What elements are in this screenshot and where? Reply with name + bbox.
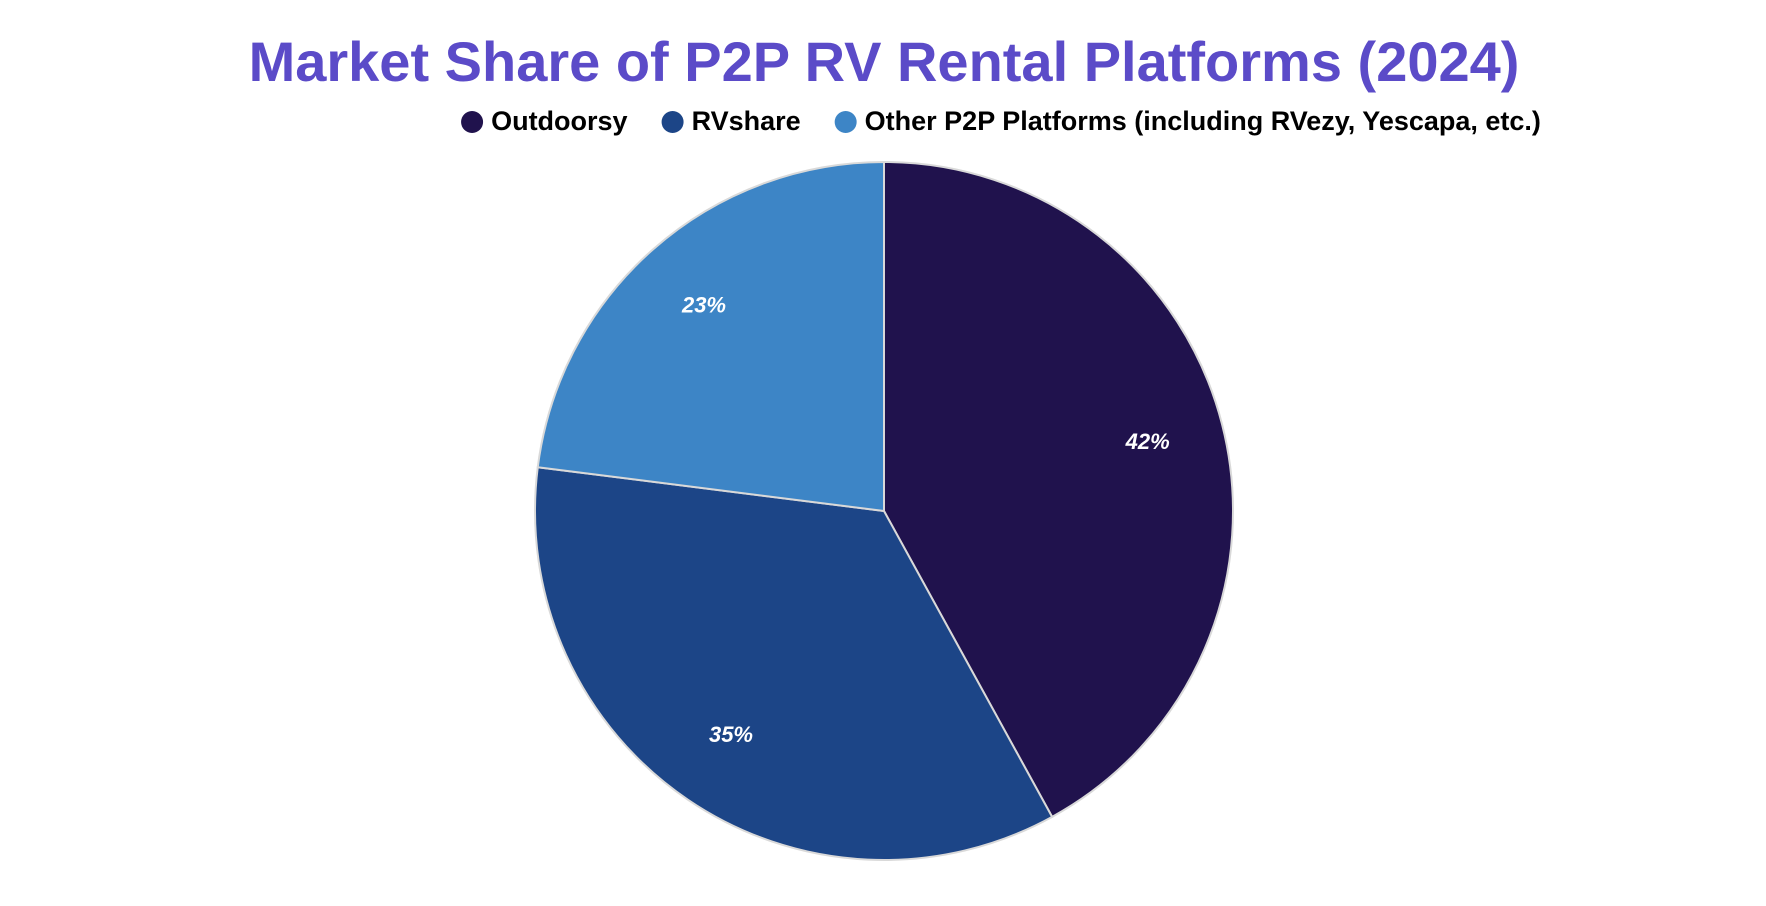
- legend-marker: [461, 111, 484, 133]
- data-label: 42%: [1125, 429, 1170, 454]
- data-label: 35%: [709, 722, 753, 747]
- legend: Outdoorsy RVshare Other P2P Platforms (inc…: [461, 106, 1541, 136]
- legend-label: Outdoorsy: [491, 106, 628, 136]
- pie-slice: [534, 466, 1054, 861]
- pie-slice: [883, 160, 1234, 819]
- legend-marker: [834, 111, 857, 133]
- chart-title: Market Share of P2P RV Rental Platforms …: [249, 30, 1520, 93]
- pie: 42% 35% 23%: [534, 160, 1234, 861]
- legend-marker: [661, 111, 684, 133]
- pie-slice: [536, 160, 885, 513]
- data-label: 23%: [681, 293, 726, 318]
- legend-label: RVshare: [692, 106, 801, 136]
- legend-label: Other P2P Platforms (including RVezy, Ye…: [865, 106, 1541, 136]
